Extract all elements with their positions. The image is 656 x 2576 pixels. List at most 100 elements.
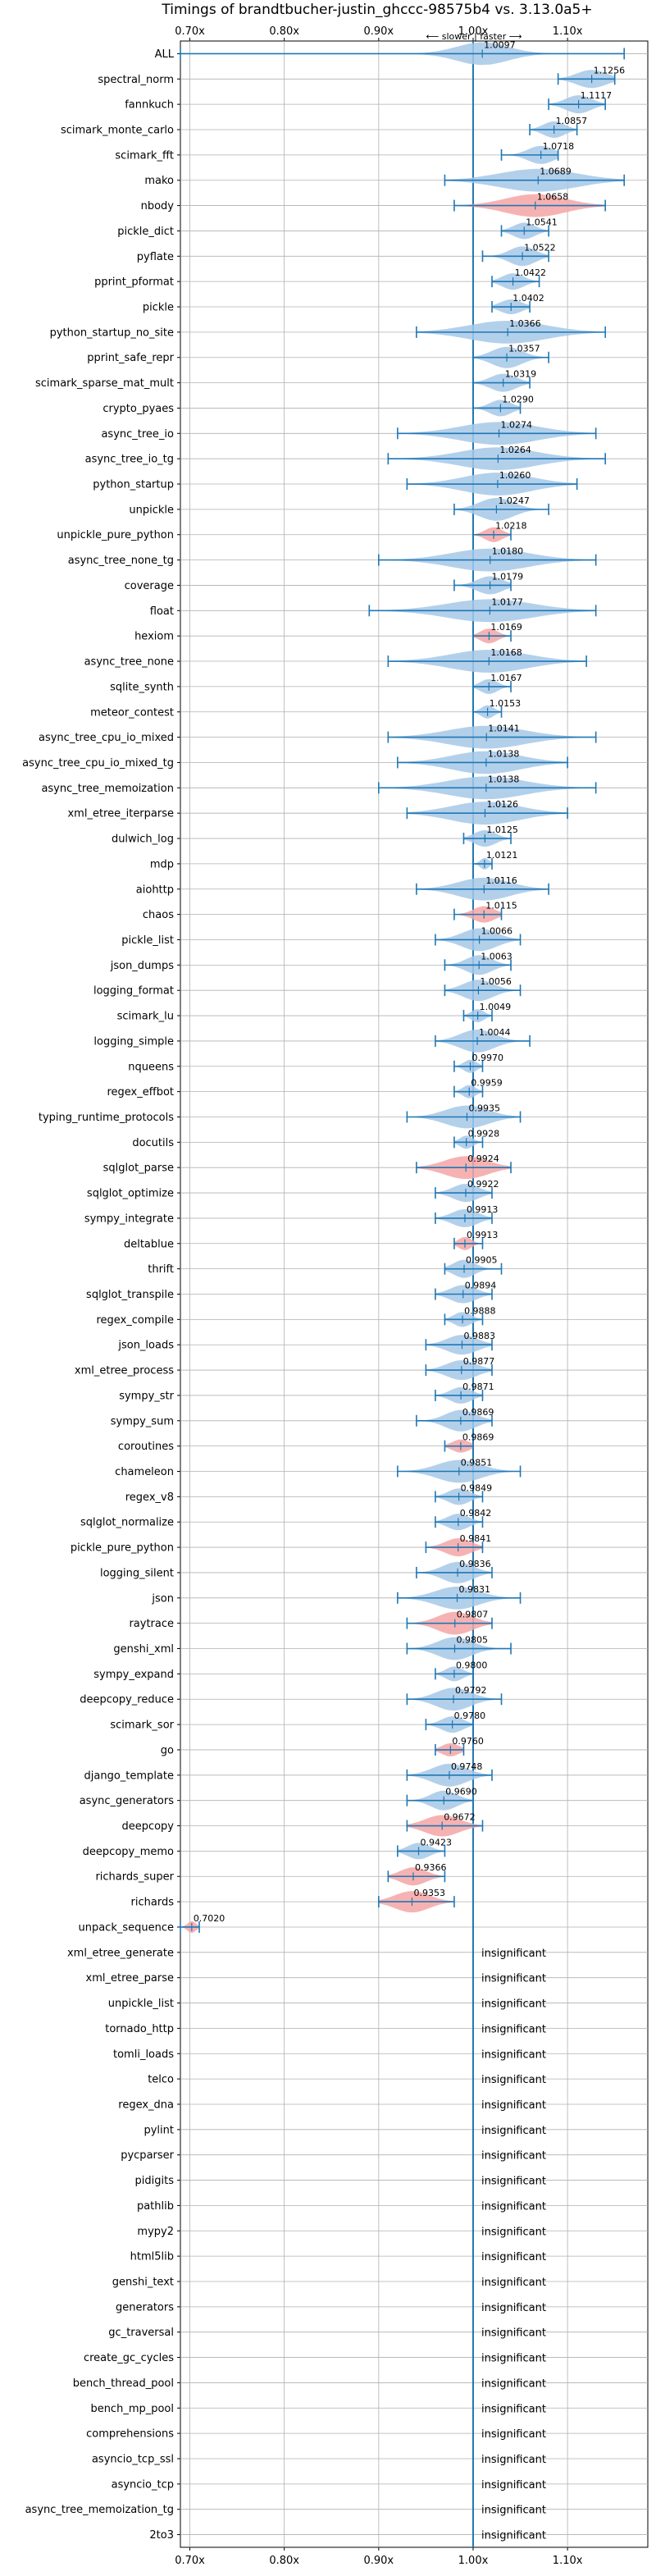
benchmark-name: json_loads	[117, 1340, 174, 1352]
benchmark-name: chaos	[143, 909, 174, 921]
value-label: 1.1117	[581, 90, 613, 101]
value-label: 1.0167	[490, 673, 522, 683]
benchmark-name: 2to3	[149, 2529, 174, 2542]
benchmark-name: sympy_str	[119, 1390, 174, 1402]
value-label: 0.9748	[451, 1761, 483, 1772]
value-label: 1.0138	[488, 748, 520, 759]
x-tick-label-bottom: 0.90x	[363, 2555, 394, 2567]
benchmark-name: pprint_safe_repr	[87, 352, 174, 364]
benchmark-name: ALL	[155, 48, 175, 61]
benchmark-name: pickle_pure_python	[71, 1542, 174, 1555]
value-label: 0.7020	[194, 1913, 226, 1924]
insignificant-label: insignificant	[481, 2277, 546, 2289]
benchmark-name: spectral_norm	[98, 74, 174, 86]
value-label: 0.9905	[466, 1255, 498, 1266]
benchmark-name: scimark_monte_carlo	[61, 125, 174, 137]
value-label: 1.0115	[485, 901, 517, 911]
benchmark-name: comprehensions	[86, 2428, 174, 2441]
insignificant-label: insignificant	[481, 2125, 546, 2137]
benchmark-name: genshi_xml	[113, 1643, 174, 1656]
benchmark-name: coroutines	[118, 1441, 174, 1453]
benchmark-name: async_tree_memoization	[41, 783, 174, 795]
benchmark-name: nbody	[141, 200, 175, 212]
value-label: 1.0422	[515, 267, 547, 278]
benchmark-name: async_tree_io_tg	[85, 454, 174, 466]
insignificant-label: insignificant	[481, 2200, 546, 2213]
benchmark-name: generators	[116, 2301, 174, 2313]
benchmark-name: aiohttp	[136, 884, 174, 896]
benchmark-name: logging_format	[93, 985, 174, 998]
insignificant-label: insignificant	[481, 2454, 546, 2466]
benchmark-name: sympy_integrate	[84, 1213, 174, 1225]
benchmark-name: bench_thread_pool	[73, 2377, 174, 2390]
value-label: 0.9913	[467, 1230, 499, 1240]
value-label: 1.0247	[498, 496, 530, 506]
benchmark-name: logging_silent	[100, 1567, 174, 1579]
x-tick-label-top: 1.00x	[458, 25, 489, 38]
benchmark-name: fannkuch	[125, 99, 174, 112]
value-label: 1.0658	[537, 192, 569, 203]
x-tick-label-bottom: 1.10x	[553, 2555, 583, 2567]
value-label: 1.0319	[505, 369, 537, 380]
benchmark-name: genshi_text	[112, 2276, 174, 2288]
x-tick-label-top: 0.70x	[175, 25, 205, 38]
benchmark-name: docutils	[132, 1137, 174, 1149]
insignificant-label: insignificant	[481, 2530, 546, 2542]
value-label: 1.0044	[479, 1027, 511, 1038]
insignificant-label: insignificant	[481, 2403, 546, 2415]
benchmark-name: scimark_sor	[110, 1720, 174, 1732]
value-label: 1.0177	[491, 596, 523, 607]
benchmark-name: pidigits	[135, 2175, 175, 2187]
value-label: 0.9831	[459, 1584, 491, 1595]
insignificant-label: insignificant	[481, 2251, 546, 2263]
benchmark-name: django_template	[84, 1770, 174, 1782]
benchmark-name: tornado_http	[105, 2023, 174, 2035]
benchmark-name: pprint_pformat	[94, 276, 174, 289]
benchmark-name: go	[161, 1744, 174, 1756]
benchmark-name: deltablue	[124, 1238, 174, 1250]
value-label: 0.9792	[455, 1685, 487, 1696]
benchmark-name: scimark_lu	[117, 1011, 174, 1023]
value-label: 1.0066	[481, 925, 513, 936]
value-label: 1.0049	[480, 1002, 512, 1012]
benchmark-name: regex_effbot	[107, 1086, 174, 1098]
value-label: 0.9800	[456, 1660, 488, 1670]
value-label: 1.0153	[490, 698, 522, 709]
value-label: 1.0116	[485, 875, 517, 886]
benchmark-name: mako	[144, 175, 174, 187]
value-label: 1.0857	[556, 116, 588, 126]
value-label: 0.9871	[462, 1382, 494, 1392]
value-label: 0.9807	[457, 1610, 489, 1620]
insignificant-label: insignificant	[481, 1998, 546, 2011]
value-label: 0.9836	[459, 1559, 491, 1569]
insignificant-label: insignificant	[481, 1948, 546, 1960]
benchmark-name: telco	[148, 2074, 174, 2086]
x-tick-label-top: 0.80x	[269, 25, 299, 38]
value-label: 1.0357	[508, 344, 540, 354]
benchmark-name: dulwich_log	[112, 834, 174, 846]
insignificant-label: insignificant	[481, 2048, 546, 2061]
benchmark-name: chameleon	[115, 1466, 174, 1478]
value-label: 0.9959	[471, 1078, 503, 1089]
insignificant-label: insignificant	[481, 2074, 546, 2086]
value-label: 0.9672	[444, 1812, 476, 1823]
benchmark-name: scimark_sparse_mat_mult	[35, 377, 174, 390]
benchmark-name: richards	[131, 1897, 175, 1909]
benchmark-name: sqlite_synth	[110, 681, 174, 693]
value-label: 1.1256	[594, 65, 626, 75]
benchmark-name: sympy_sum	[111, 1415, 174, 1427]
value-label: 1.0290	[502, 394, 534, 404]
benchmark-name: python_startup	[93, 479, 174, 491]
chart-title: Timings of brandtbucher-justin_ghccc-985…	[161, 2, 592, 18]
benchmark-name: json	[151, 1592, 174, 1605]
insignificant-label: insignificant	[481, 2099, 546, 2112]
benchmark-name: regex_v8	[125, 1491, 174, 1504]
insignificant-label: insignificant	[481, 2327, 546, 2340]
insignificant-label: insignificant	[481, 1973, 546, 1985]
benchmark-name: regex_compile	[96, 1314, 174, 1327]
x-tick-label-bottom: 1.00x	[458, 2555, 489, 2567]
value-label: 1.0063	[481, 951, 512, 961]
insignificant-label: insignificant	[481, 2226, 546, 2238]
value-label: 0.9928	[468, 1128, 500, 1139]
benchmark-name: pylint	[144, 2124, 174, 2136]
